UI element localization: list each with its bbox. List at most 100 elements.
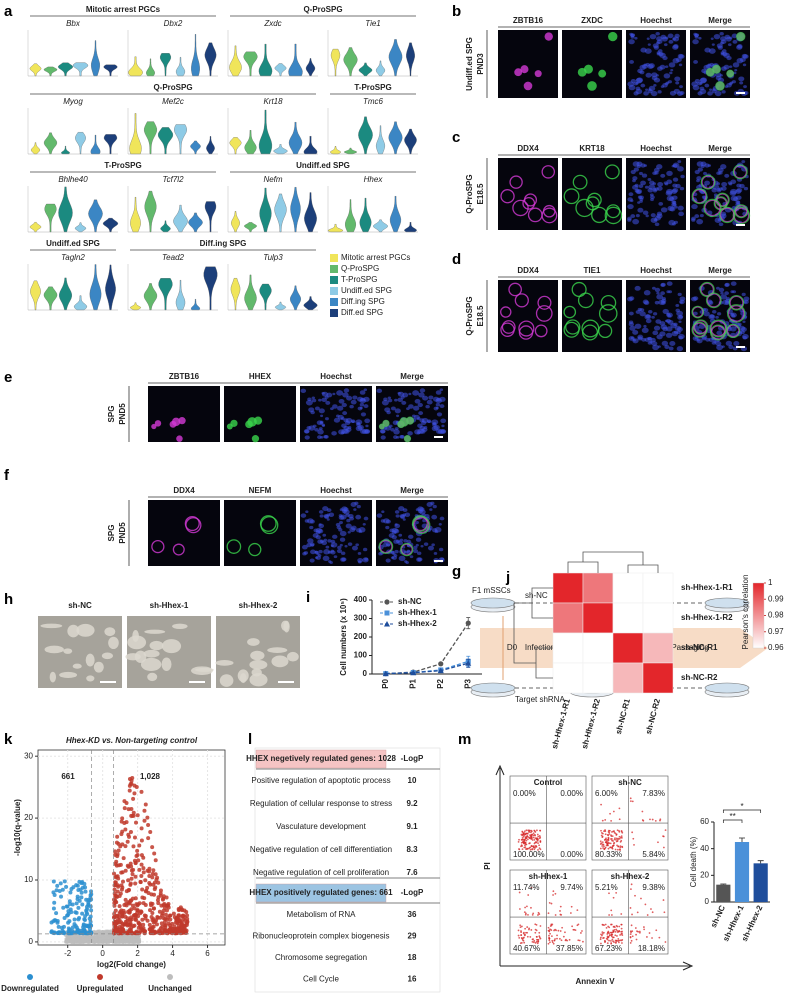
nucleus <box>395 408 401 413</box>
nucleus <box>319 510 324 514</box>
term-label: Chromosome segregation <box>275 953 367 962</box>
point-cloud <box>59 895 63 899</box>
event-dot <box>540 925 542 927</box>
violin <box>206 136 214 154</box>
nucleus <box>383 518 390 523</box>
event-dot <box>613 897 615 899</box>
event-dot <box>564 931 566 933</box>
nucleus <box>736 184 741 188</box>
nucleus <box>665 65 668 68</box>
y-axis-label: -log10(q-value) <box>13 799 22 856</box>
point-cloud <box>112 931 116 935</box>
point-cloud <box>151 868 155 872</box>
nucleus <box>651 72 657 77</box>
event-dot <box>632 838 634 840</box>
nucleus <box>673 323 677 326</box>
row-label: sh-NC-R2 <box>681 673 718 682</box>
event-dot <box>576 909 578 911</box>
nucleus <box>363 523 366 526</box>
cell-signal <box>382 420 389 427</box>
event-dot <box>580 932 582 934</box>
nucleus <box>716 287 720 290</box>
event-dot <box>630 800 632 802</box>
nucleus <box>656 292 659 295</box>
violin <box>146 59 154 76</box>
event-dot <box>617 931 619 933</box>
nucleus <box>718 168 724 173</box>
point-cloud <box>135 849 139 853</box>
point-cloud <box>50 929 54 933</box>
event-dot <box>608 914 610 916</box>
term-label: Negative regulation of cell proliferatio… <box>253 868 389 877</box>
event-dot <box>548 943 550 945</box>
point-cloud <box>144 903 148 907</box>
point-cloud <box>162 909 166 913</box>
event-dot <box>528 929 530 931</box>
nucleus <box>677 160 681 163</box>
nucleus <box>352 546 358 551</box>
colorbar-tick-label: 0.96 <box>768 643 784 652</box>
violin <box>358 117 372 154</box>
point-cloud <box>66 931 70 935</box>
point-cloud <box>129 814 133 818</box>
event-dot <box>621 837 623 839</box>
event-dot <box>534 839 536 841</box>
event-dot <box>540 841 542 843</box>
point-cloud <box>57 925 61 929</box>
event-dot <box>538 932 540 934</box>
event-dot <box>560 914 562 916</box>
point-cloud <box>147 867 151 871</box>
event-dot <box>600 938 602 940</box>
gene-name: Tie1 <box>365 19 381 28</box>
event-dot <box>521 938 523 940</box>
nucleus <box>742 293 746 296</box>
nucleus <box>655 32 659 36</box>
point-cloud <box>139 880 143 884</box>
colony <box>127 635 146 649</box>
nucleus <box>322 424 325 426</box>
event-dot <box>529 847 531 849</box>
violin <box>331 49 340 76</box>
point-cloud <box>85 905 89 909</box>
event-dot <box>569 939 571 941</box>
x-tick-label: 2 <box>135 949 140 958</box>
point-cloud <box>119 871 123 875</box>
violin <box>144 122 157 154</box>
day-label: D0 <box>507 643 518 652</box>
point-cloud <box>112 898 116 902</box>
cell-signal <box>715 81 725 91</box>
point-cloud <box>165 908 169 912</box>
event-dot <box>609 846 611 848</box>
event-dot <box>533 845 535 847</box>
event-dot <box>527 829 529 831</box>
nucleus <box>661 207 668 212</box>
event-dot <box>620 933 622 935</box>
event-dot <box>633 844 635 846</box>
quadrant-percent: 67.23% <box>595 944 622 953</box>
violin <box>306 58 315 76</box>
event-dot <box>539 837 541 839</box>
point-cloud <box>152 893 156 897</box>
heat-cell <box>583 603 613 633</box>
nucleus <box>675 81 679 84</box>
nucleus <box>673 163 680 168</box>
nucleus <box>322 534 326 537</box>
violin <box>204 267 217 310</box>
event-dot <box>578 923 580 925</box>
nucleus <box>629 312 634 316</box>
violin <box>291 187 301 232</box>
y-tick-label: 200 <box>354 632 368 641</box>
violin <box>328 224 343 232</box>
event-dot <box>630 888 632 890</box>
point-cloud <box>132 914 136 918</box>
nucleus <box>338 429 345 434</box>
nucleus <box>651 316 655 319</box>
point-cloud <box>56 921 60 925</box>
point-cloud <box>144 889 148 893</box>
event-dot <box>534 932 536 934</box>
event-dot <box>607 834 609 836</box>
point-cloud <box>126 840 130 844</box>
colony <box>59 672 77 678</box>
event-dot <box>537 940 539 942</box>
event-dot <box>548 939 550 941</box>
